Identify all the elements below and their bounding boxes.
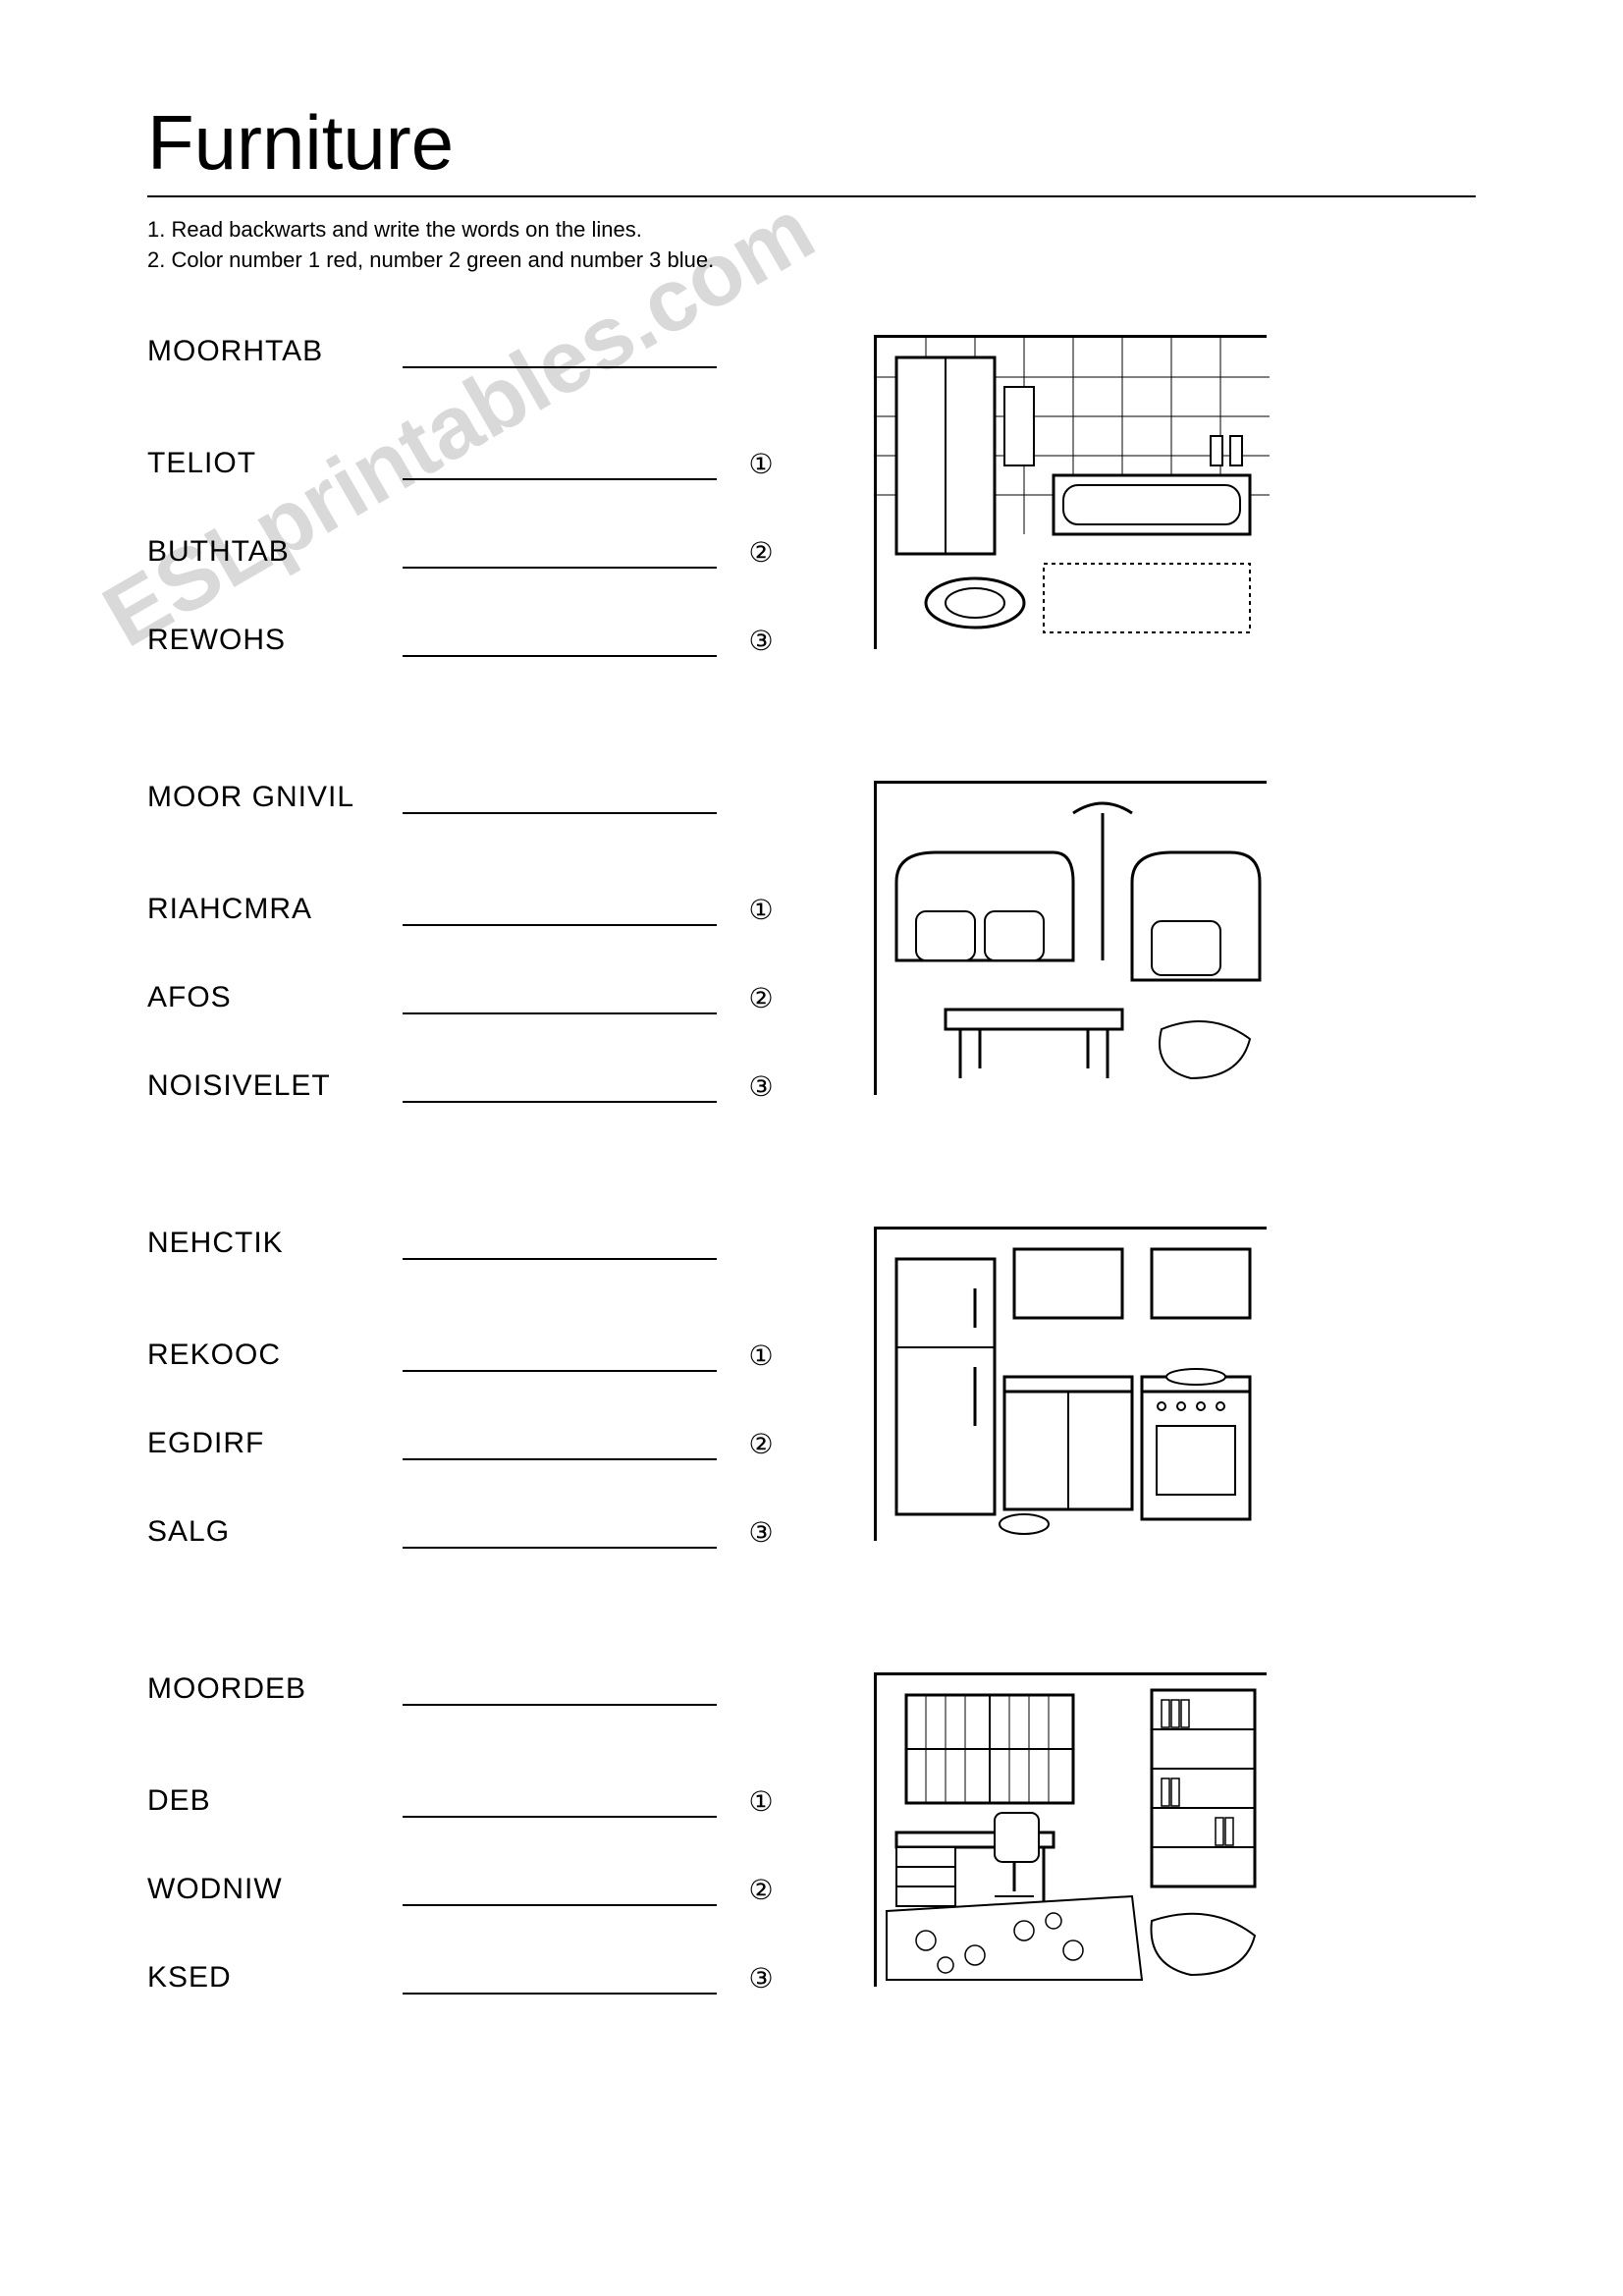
- instruction-line-2: 2. Color number 1 red, number 2 green an…: [147, 246, 1476, 276]
- bathroom-illustration: [874, 335, 1267, 649]
- kitchen-illustration: [874, 1227, 1267, 1541]
- answer-blank[interactable]: [403, 897, 717, 926]
- word-row: WODNIW ②: [147, 1863, 815, 1906]
- word-row: SALG ③: [147, 1505, 815, 1549]
- words-column: NEHCTIK REKOOC ① EGDIRF ② SALG ③: [147, 1217, 815, 1594]
- livingroom-illustration: [874, 781, 1267, 1095]
- word-label: SALG: [147, 1515, 403, 1549]
- circled-number-3: ③: [746, 1962, 776, 1995]
- word-label: BUTHTAB: [147, 535, 403, 569]
- word-label: RIAHCMRA: [147, 893, 403, 926]
- section-bathroom: MOORHTAB TELIOT ① BUTHTAB ② REWOHS ③: [147, 325, 1476, 702]
- word-label: MOORDEB: [147, 1672, 403, 1706]
- answer-blank[interactable]: [403, 1965, 717, 1995]
- word-label: NEHCTIK: [147, 1227, 403, 1260]
- word-label: TELIOT: [147, 447, 403, 480]
- circled-number-3: ③: [746, 1070, 776, 1103]
- word-row-header: MOOR GNIVIL: [147, 771, 815, 814]
- word-row-header: MOORDEB: [147, 1663, 815, 1706]
- circled-number-1: ①: [746, 894, 776, 926]
- section-bedroom: MOORDEB DEB ① WODNIW ② KSED ③: [147, 1663, 1476, 2040]
- word-row: NOISIVELET ③: [147, 1060, 815, 1103]
- word-label: REKOOC: [147, 1339, 403, 1372]
- circled-number-2: ②: [746, 536, 776, 569]
- word-row: REWOHS ③: [147, 614, 815, 657]
- answer-blank[interactable]: [403, 985, 717, 1014]
- circled-number-1: ①: [746, 1785, 776, 1818]
- word-label: MOOR GNIVIL: [147, 781, 403, 814]
- answer-blank[interactable]: [403, 1519, 717, 1549]
- circled-number-3: ③: [746, 1516, 776, 1549]
- words-column: MOORHTAB TELIOT ① BUTHTAB ② REWOHS ③: [147, 325, 815, 702]
- circled-number-1: ①: [746, 1339, 776, 1372]
- circled-number-2: ②: [746, 1428, 776, 1460]
- word-label: MOORHTAB: [147, 335, 403, 368]
- word-row: KSED ③: [147, 1951, 815, 1995]
- word-row: AFOS ②: [147, 971, 815, 1014]
- page-title: Furniture: [147, 98, 1476, 197]
- word-row: BUTHTAB ②: [147, 525, 815, 569]
- word-row: REKOOC ①: [147, 1329, 815, 1372]
- answer-blank[interactable]: [403, 628, 717, 657]
- circled-number-2: ②: [746, 1874, 776, 1906]
- answer-blank[interactable]: [403, 1788, 717, 1818]
- answer-blank[interactable]: [403, 451, 717, 480]
- circled-number-2: ②: [746, 982, 776, 1014]
- section-kitchen: NEHCTIK REKOOC ① EGDIRF ② SALG ③: [147, 1217, 1476, 1594]
- word-label: EGDIRF: [147, 1427, 403, 1460]
- word-row: DEB ①: [147, 1775, 815, 1818]
- word-row: RIAHCMRA ①: [147, 883, 815, 926]
- answer-blank[interactable]: [403, 539, 717, 569]
- word-row-header: NEHCTIK: [147, 1217, 815, 1260]
- circled-number-1: ①: [746, 448, 776, 480]
- word-row: EGDIRF ②: [147, 1417, 815, 1460]
- instruction-line-1: 1. Read backwarts and write the words on…: [147, 215, 1476, 246]
- answer-blank[interactable]: [403, 339, 717, 368]
- words-column: MOOR GNIVIL RIAHCMRA ① AFOS ② NOISIVELET…: [147, 771, 815, 1148]
- answer-blank[interactable]: [403, 785, 717, 814]
- answer-blank[interactable]: [403, 1676, 717, 1706]
- word-label: NOISIVELET: [147, 1069, 403, 1103]
- instructions: 1. Read backwarts and write the words on…: [147, 215, 1476, 276]
- word-row-header: MOORHTAB: [147, 325, 815, 368]
- section-livingroom: MOOR GNIVIL RIAHCMRA ① AFOS ② NOISIVELET…: [147, 771, 1476, 1148]
- answer-blank[interactable]: [403, 1877, 717, 1906]
- words-column: MOORDEB DEB ① WODNIW ② KSED ③: [147, 1663, 815, 2040]
- word-label: WODNIW: [147, 1873, 403, 1906]
- answer-blank[interactable]: [403, 1431, 717, 1460]
- bedroom-illustration: [874, 1672, 1267, 1987]
- word-label: DEB: [147, 1784, 403, 1818]
- word-label: REWOHS: [147, 624, 403, 657]
- answer-blank[interactable]: [403, 1073, 717, 1103]
- word-label: AFOS: [147, 981, 403, 1014]
- word-label: KSED: [147, 1961, 403, 1995]
- answer-blank[interactable]: [403, 1230, 717, 1260]
- circled-number-3: ③: [746, 625, 776, 657]
- answer-blank[interactable]: [403, 1342, 717, 1372]
- word-row: TELIOT ①: [147, 437, 815, 480]
